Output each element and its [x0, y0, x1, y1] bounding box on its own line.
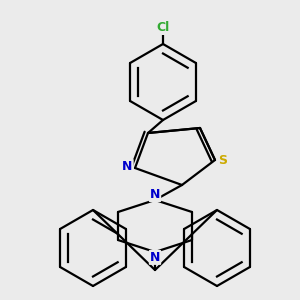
Text: N: N	[122, 160, 133, 173]
Text: N: N	[150, 251, 160, 264]
Text: N: N	[150, 188, 160, 201]
Text: S: S	[218, 154, 227, 166]
Text: Cl: Cl	[156, 21, 170, 34]
